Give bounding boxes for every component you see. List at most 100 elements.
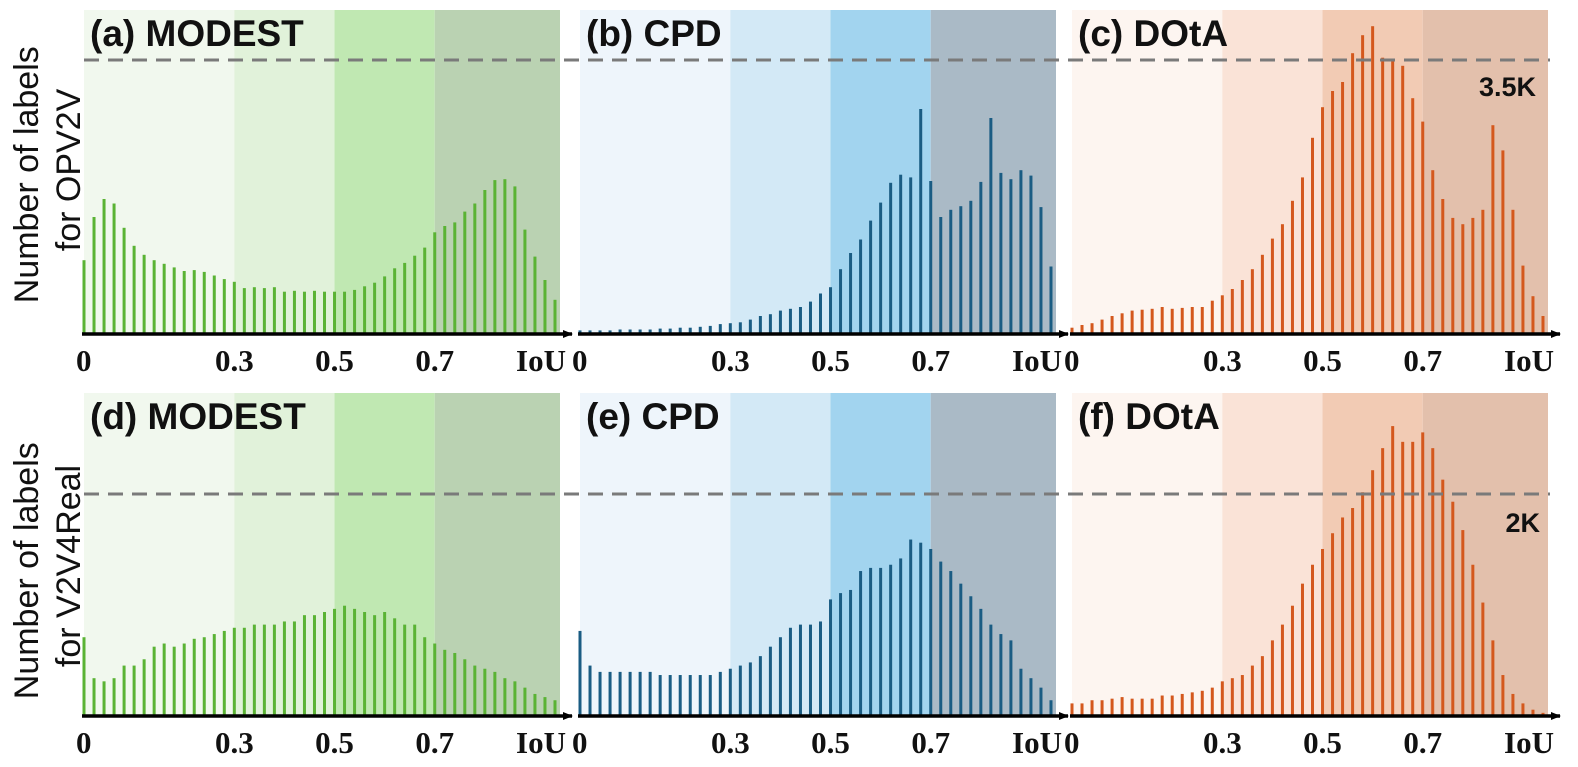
x-tick-label: 0.7 xyxy=(1403,725,1442,760)
histogram-bar xyxy=(1300,177,1304,334)
histogram-bar xyxy=(1371,470,1375,716)
peak-label-v2v4real: 2K xyxy=(1505,508,1540,538)
histogram-bar xyxy=(262,624,266,716)
histogram-bar xyxy=(959,206,963,334)
histogram-bar xyxy=(1451,501,1455,716)
histogram-bar xyxy=(202,637,206,716)
histogram-bar xyxy=(1381,448,1385,716)
histogram-bar xyxy=(1290,200,1294,334)
histogram-bar xyxy=(638,329,642,334)
bars-layer xyxy=(82,26,1545,716)
histogram-bar xyxy=(323,612,327,716)
histogram-bar xyxy=(698,675,702,716)
histogram-bar xyxy=(919,109,923,334)
x-tick-label: 0.3 xyxy=(215,343,254,378)
histogram-bar xyxy=(859,239,863,334)
histogram-bar xyxy=(1110,698,1114,716)
histogram-bar xyxy=(1290,605,1294,716)
histogram-bar xyxy=(312,615,316,716)
histogram-bar xyxy=(929,548,933,716)
histogram-bar xyxy=(162,643,166,716)
peak-label-opv2v: 3.5K xyxy=(1479,72,1537,102)
histogram-bar xyxy=(302,291,306,334)
histogram-bar xyxy=(929,181,933,334)
histogram-bar xyxy=(493,671,497,716)
histogram-bar xyxy=(1190,692,1194,716)
x-tick-label: 0.3 xyxy=(711,725,750,760)
histogram-bar xyxy=(949,571,953,716)
histogram-bar xyxy=(1461,530,1465,716)
histogram-bar xyxy=(839,269,843,334)
histogram-bar xyxy=(678,327,682,334)
histogram-bar xyxy=(1541,316,1545,334)
x-tick-label: 0.5 xyxy=(811,725,850,760)
histogram-bar xyxy=(999,172,1003,334)
x-axis-title: IoU xyxy=(516,343,566,378)
x-tick-label: 0.3 xyxy=(1203,343,1242,378)
histogram-bar xyxy=(618,329,622,334)
histogram-bar xyxy=(788,627,792,716)
histogram-bar xyxy=(1250,269,1254,334)
histogram-bar xyxy=(698,326,702,334)
region-band xyxy=(580,10,731,334)
histogram-bar xyxy=(1311,137,1315,334)
histogram-bar xyxy=(1391,59,1395,334)
x-tick-label: 0 xyxy=(572,343,588,378)
histogram-bar xyxy=(242,288,246,334)
y-axis-label-line-2: for OPV2V xyxy=(50,88,88,251)
x-tick-label: 0.7 xyxy=(415,343,454,378)
histogram-bar xyxy=(1491,640,1495,716)
histogram-bar xyxy=(1110,316,1114,334)
panel-title: (f) DOtA xyxy=(1078,396,1220,437)
histogram-bar xyxy=(92,217,96,334)
histogram-bar xyxy=(678,675,682,716)
histogram-bar xyxy=(523,229,527,334)
histogram-bar xyxy=(1120,697,1124,716)
histogram-bar xyxy=(503,678,507,716)
x-tick-label: 0.7 xyxy=(415,725,454,760)
histogram-bar xyxy=(768,314,772,334)
histogram-bar xyxy=(1029,678,1033,716)
histogram-bar xyxy=(1471,564,1475,716)
histogram-bar xyxy=(578,330,582,334)
histogram-bar xyxy=(778,637,782,716)
histogram-bar xyxy=(373,615,377,716)
histogram-bar xyxy=(1431,170,1435,334)
histogram-bar xyxy=(182,643,186,716)
histogram-bar xyxy=(1401,65,1405,335)
region-band xyxy=(730,10,831,334)
histogram-bar xyxy=(1150,698,1154,716)
histogram-bar xyxy=(1210,687,1214,716)
y-axis-label-line-1: Number of labels xyxy=(8,442,46,699)
histogram-bar xyxy=(899,558,903,716)
histogram-bar xyxy=(433,232,437,334)
histogram-bar xyxy=(292,621,296,716)
x-tick-label: 0.5 xyxy=(315,343,354,378)
histogram-bar xyxy=(533,256,537,334)
histogram-bar xyxy=(748,662,752,716)
x-axis-title: IoU xyxy=(1504,343,1554,378)
histogram-bar xyxy=(353,289,357,334)
histogram-bar xyxy=(1431,448,1435,716)
histogram-bar xyxy=(1200,307,1204,334)
histogram-bar xyxy=(1321,548,1325,716)
histogram-bar xyxy=(758,656,762,716)
histogram-bar xyxy=(543,280,547,334)
histogram-bar xyxy=(493,180,497,334)
histogram-bar xyxy=(1361,492,1365,716)
histogram-bar xyxy=(523,687,527,716)
histogram-bar xyxy=(1130,698,1134,716)
histogram-bar xyxy=(829,287,833,334)
histogram-bar xyxy=(1240,280,1244,334)
histogram-bar xyxy=(939,217,943,334)
histogram-bar xyxy=(1501,150,1505,334)
histogram-bar xyxy=(232,281,236,334)
histogram-bar xyxy=(1220,295,1224,334)
histogram-bar xyxy=(413,624,417,716)
histogram-bar xyxy=(1080,703,1084,716)
histogram-bar xyxy=(333,608,337,716)
histogram-bar xyxy=(142,254,146,334)
histogram-bar xyxy=(718,671,722,716)
histogram-bar xyxy=(638,671,642,716)
